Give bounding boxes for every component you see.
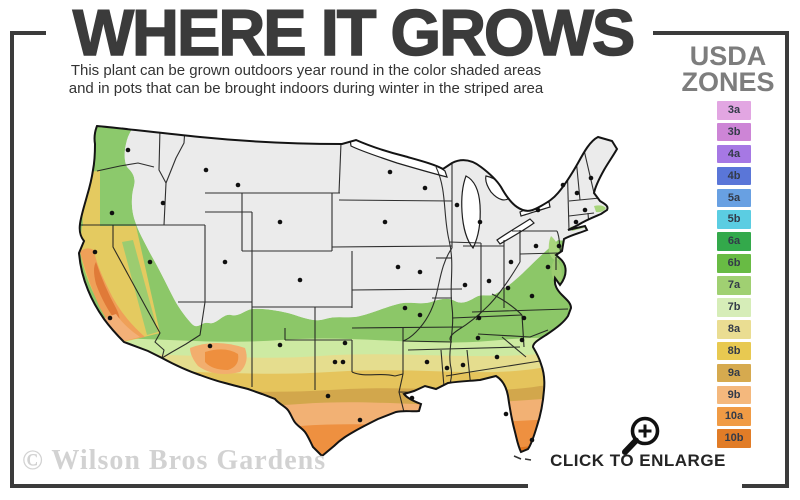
city-dot bbox=[462, 282, 468, 288]
legend-title: USDA ZONES bbox=[668, 41, 788, 97]
city-dot bbox=[160, 200, 166, 206]
zone-swatch-6a: 6a bbox=[717, 232, 751, 251]
zone-swatch-4b: 4b bbox=[717, 166, 751, 186]
city-dot bbox=[503, 411, 509, 417]
legend-title-line-1: USDA bbox=[689, 41, 767, 71]
zone-swatch-10a: 10a bbox=[717, 407, 751, 427]
city-dot bbox=[325, 393, 331, 399]
city-dot bbox=[454, 202, 460, 208]
city-dot bbox=[277, 219, 283, 225]
city-dot bbox=[342, 340, 348, 346]
city-dot bbox=[494, 354, 500, 360]
frame-right bbox=[785, 31, 789, 488]
city-dot bbox=[508, 259, 514, 265]
zone-swatch-8b: 8b bbox=[717, 341, 751, 361]
city-dot bbox=[533, 243, 539, 249]
city-dot bbox=[109, 210, 115, 216]
city-dot bbox=[476, 315, 482, 321]
city-dot bbox=[402, 305, 408, 311]
frame-top-left bbox=[10, 31, 46, 35]
florida-keys bbox=[513, 455, 532, 461]
city-dot bbox=[357, 417, 363, 423]
frame-top-right bbox=[653, 31, 789, 35]
zone-swatch-4a: 4a bbox=[717, 144, 751, 164]
zone-swatch-5a: 5a bbox=[717, 188, 751, 208]
city-dot bbox=[147, 259, 153, 265]
zone-swatch-6b: 6b bbox=[717, 254, 751, 273]
magnifier-plus-icon[interactable] bbox=[617, 412, 663, 458]
city-dot bbox=[582, 207, 588, 213]
city-dot bbox=[203, 167, 209, 173]
city-dot bbox=[424, 359, 430, 365]
city-dot bbox=[297, 277, 303, 283]
frame-bottom-right bbox=[742, 484, 789, 488]
zone-swatch-5b: 5b bbox=[717, 210, 751, 230]
city-dot bbox=[107, 315, 113, 321]
city-dot bbox=[277, 342, 283, 348]
zone-swatch-3b: 3b bbox=[717, 122, 751, 142]
city-dot bbox=[395, 264, 401, 270]
zone-swatch-8a: 8a bbox=[717, 319, 751, 339]
city-dot bbox=[505, 285, 511, 291]
city-dot bbox=[588, 175, 594, 181]
city-dot bbox=[235, 182, 241, 188]
page-title: WHERE IT GROWS bbox=[72, 0, 636, 69]
city-dot bbox=[387, 169, 393, 175]
city-dot bbox=[92, 249, 98, 255]
frame-bottom-left bbox=[10, 484, 528, 488]
city-dot bbox=[207, 343, 213, 349]
city-dot bbox=[422, 185, 428, 191]
legend-title-line-2: ZONES bbox=[681, 66, 775, 97]
subtitle: This plant can be grown outdoors year ro… bbox=[0, 62, 612, 99]
city-dot bbox=[417, 269, 423, 275]
city-dot bbox=[444, 365, 450, 371]
city-dot bbox=[460, 362, 466, 368]
zone-swatch-3a: 3a bbox=[717, 101, 751, 120]
zone-swatch-7b: 7b bbox=[717, 298, 751, 317]
zone-swatch-10b: 10b bbox=[717, 429, 751, 448]
city-dot bbox=[529, 293, 535, 299]
watermark: © Wilson Bros Gardens bbox=[22, 445, 327, 476]
city-dot bbox=[573, 219, 579, 225]
city-dots-layer bbox=[92, 147, 594, 443]
zone-swatch-9b: 9b bbox=[717, 385, 751, 405]
zone-list: 3a 3b 4a 4b 5a 5b 6a 6b 7a 7b 8a 8b 9a 9b 10a 10b bbox=[717, 101, 751, 451]
subtitle-line-1: This plant can be grown outdoors year ro… bbox=[70, 62, 542, 79]
city-dot bbox=[545, 264, 551, 270]
city-dot bbox=[382, 219, 388, 225]
city-dot bbox=[556, 243, 562, 249]
city-dot bbox=[529, 437, 535, 443]
city-dot bbox=[222, 259, 228, 265]
city-dot bbox=[560, 182, 566, 188]
zone-swatch-9a: 9a bbox=[717, 363, 751, 383]
city-dot bbox=[519, 337, 525, 343]
city-dot bbox=[332, 359, 338, 365]
subtitle-line-2: and in pots that can be brought indoors … bbox=[68, 80, 544, 98]
zone-swatch-7a: 7a bbox=[717, 276, 751, 295]
city-dot bbox=[340, 359, 346, 365]
city-dot bbox=[125, 147, 131, 153]
city-dot bbox=[486, 278, 492, 284]
frame-left bbox=[10, 31, 14, 488]
city-dot bbox=[521, 315, 527, 321]
zone-shading-layer bbox=[79, 126, 617, 456]
city-dot bbox=[417, 312, 423, 318]
city-dot bbox=[409, 395, 415, 401]
city-dot bbox=[477, 219, 483, 225]
city-dot bbox=[574, 190, 580, 196]
city-dot bbox=[475, 335, 481, 341]
click-to-enlarge-button[interactable]: CLICK TO ENLARGE bbox=[550, 451, 726, 470]
city-dot bbox=[535, 207, 541, 213]
